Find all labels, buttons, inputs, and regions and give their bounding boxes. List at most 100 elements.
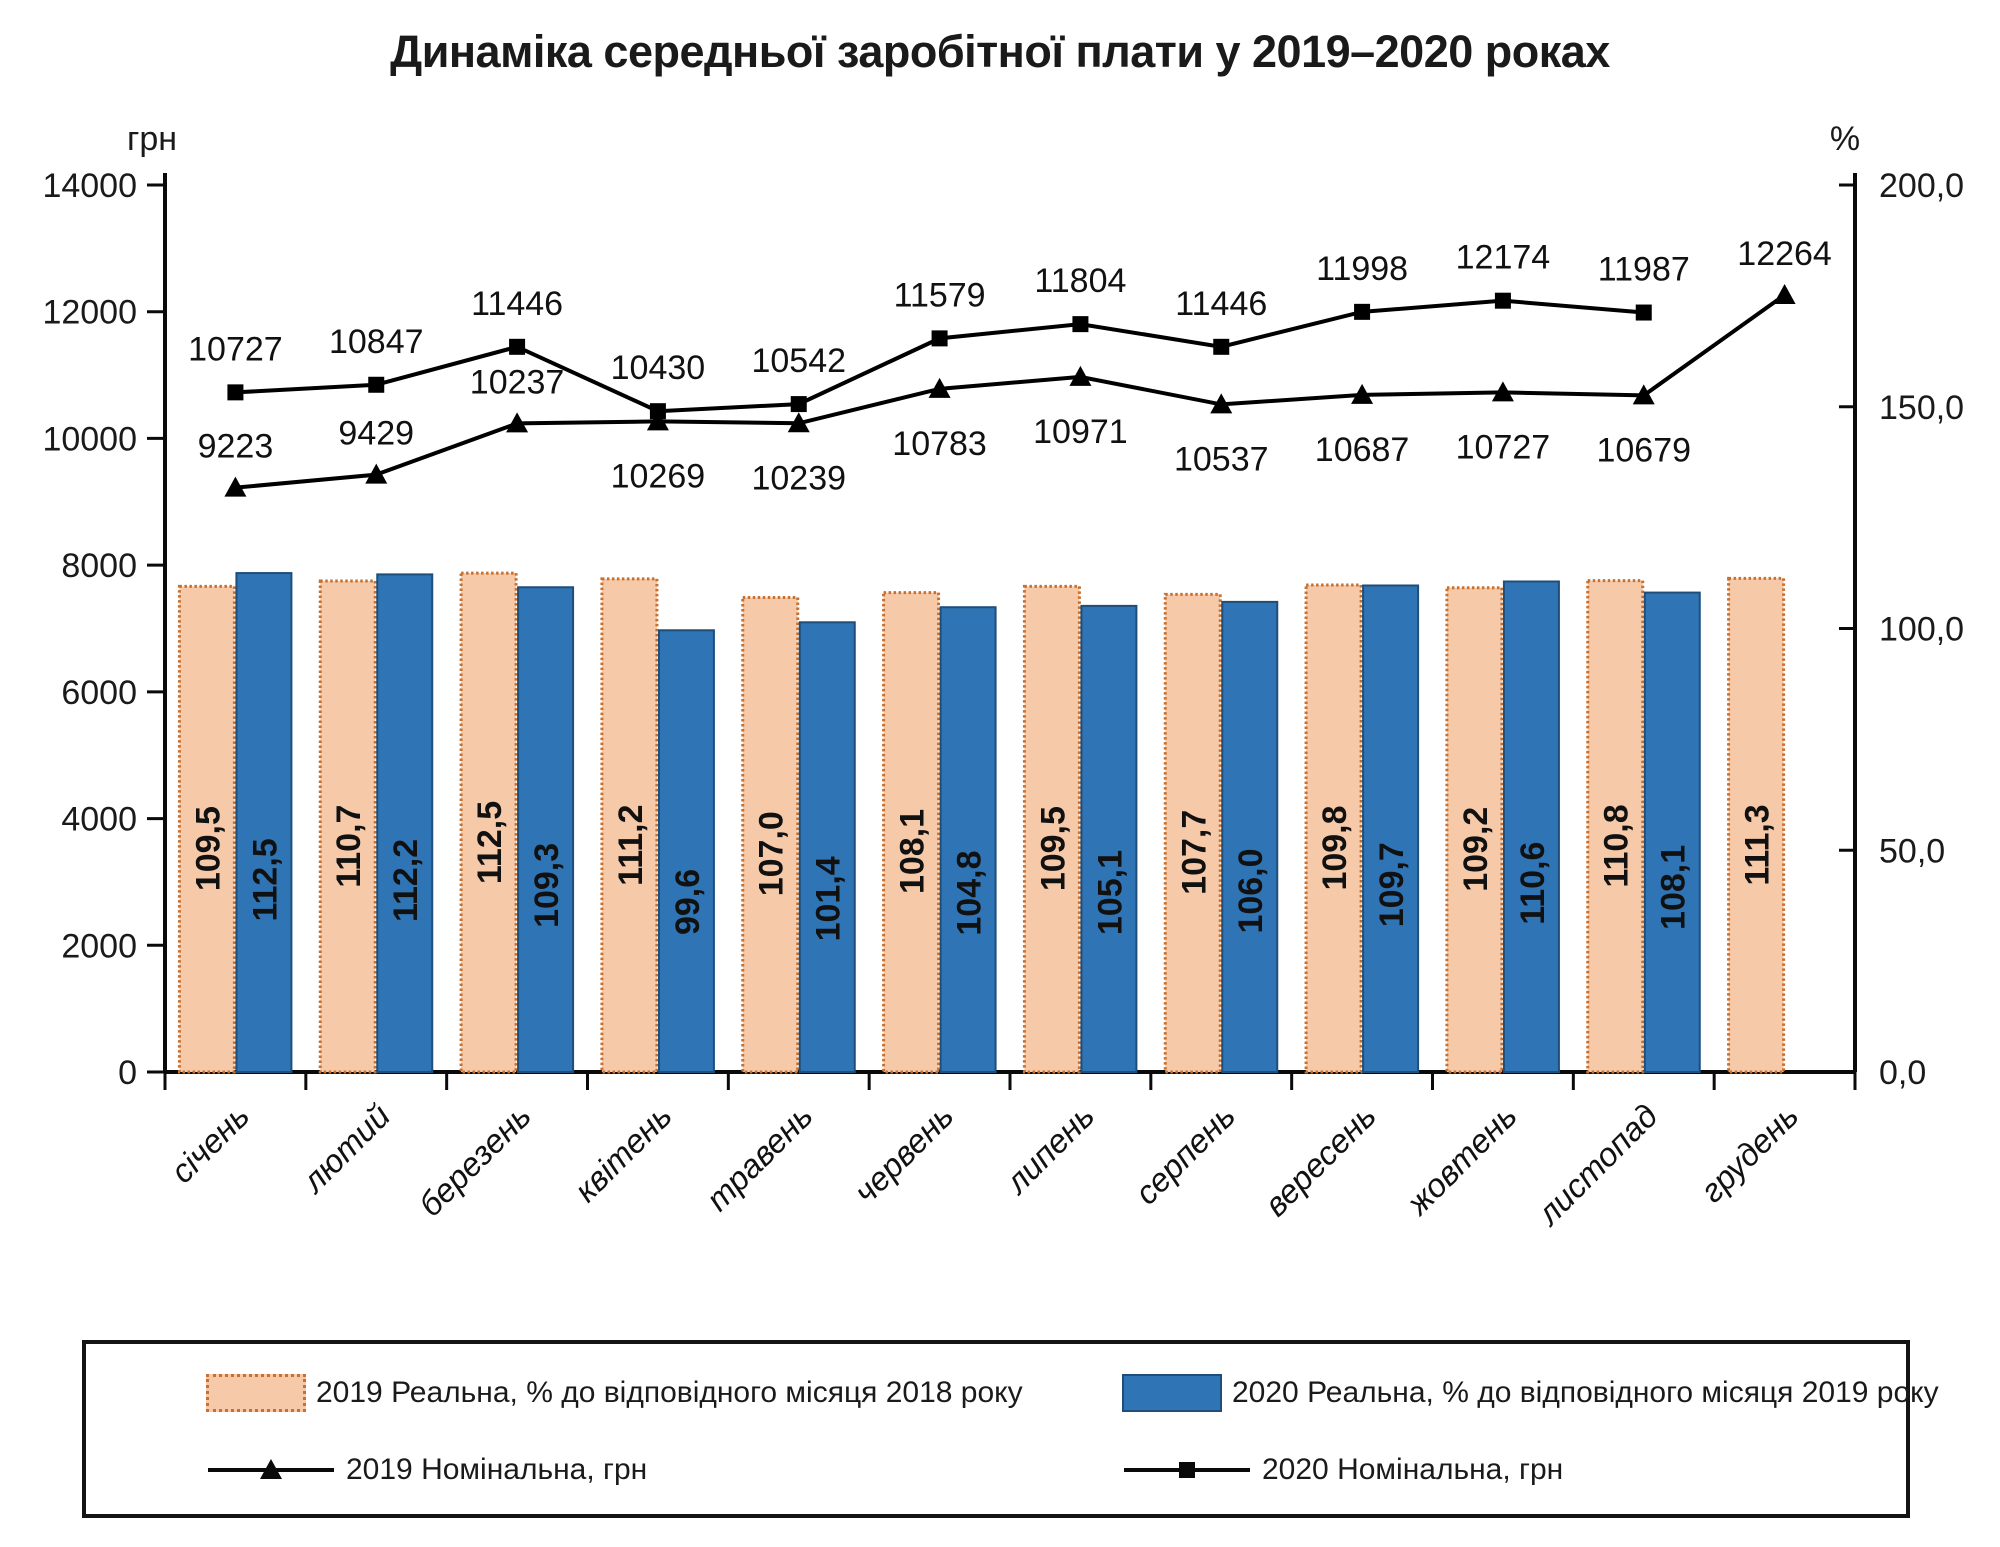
point-value-label: 9223 [198,428,274,466]
point-value-label: 10269 [611,457,706,495]
legend-label-2020-nominal: 2020 Номінальна, грн [1262,1453,1564,1486]
point-value-label: 11446 [471,285,563,323]
bar-value-label: 99,6 [669,869,707,935]
line-2019-nominal: 9223 9429 10237 10269 10239 10783 10971 10537 10… [198,235,1832,497]
left-axis-tick-label: 6000 [61,674,137,712]
bar-value-label: 109,7 [1373,842,1411,927]
point-value-label: 12264 [1737,235,1832,273]
point-value-label: 10727 [188,330,283,368]
left-axis-tick-label: 12000 [42,294,137,332]
month-label: червень [847,1097,961,1211]
bar-value-label: 105,1 [1091,850,1129,935]
bar [1080,604,1138,1073]
bar [177,584,236,1074]
legend-label-2020-real: 2020 Реальна, % до відповідного місяця 2… [1232,1376,1939,1409]
left-axis-tick-label: 8000 [61,547,137,585]
bar-value-label: 104,8 [951,851,989,936]
point-value-label: 10542 [751,342,846,380]
bars-2020-real: 112,5 112,2 109,3 99,6 101,4 104,8 105,1 106,0 1… [235,572,1701,1074]
x-axis-labels: січень лютий березень квітень травень червень… [163,1097,1805,1233]
bar-value-label: 110,8 [1598,804,1636,887]
bar [517,586,575,1074]
point-value-label: 10537 [1174,440,1269,478]
bar-value-label: 108,1 [894,809,932,894]
triangle-marker-icon [1632,384,1655,405]
line-2020-nominal: 10727 10847 11446 10430 10542 11579 11804 11446… [188,239,1690,420]
point-value-label: 10783 [892,425,987,463]
bar [657,629,715,1073]
point-value-label: 11998 [1316,250,1408,288]
bar-value-label: 101,4 [810,856,848,941]
legend-item-2019-nominal: 2019 Номінальна, грн [206,1452,647,1488]
bar-value-label: 109,3 [528,843,566,928]
bar [1445,586,1504,1074]
bar-value-label: 112,2 [387,839,425,922]
square-marker-icon [227,384,244,401]
right-axis-tick-label: 200,0 [1879,167,1964,205]
point-value-label: 11987 [1598,251,1690,289]
bar-value-label: 109,5 [1034,806,1072,891]
point-value-label: 10727 [1456,428,1551,466]
bar [600,577,659,1074]
triangle-marker-icon [1069,365,1092,386]
axes: 0 2000 4000 6000 8000 10000 12000 14000 0,0 50,0 1… [42,120,1964,1092]
bar-value-label: 110,7 [330,805,368,888]
bar [459,571,518,1074]
month-label: грудень [1693,1097,1806,1210]
point-value-label: 10430 [611,349,706,387]
triangle-marker-icon [506,412,529,433]
legend-line-triangle-icon [208,1459,334,1479]
square-marker-icon [1354,303,1371,320]
bar-value-label: 112,5 [246,838,284,921]
square-marker-icon [509,338,526,355]
point-value-label: 10971 [1033,413,1128,451]
chart-title: Динаміка середньої заробітної плати у 20… [390,26,1610,77]
legend-line-square-icon [1124,1462,1250,1478]
legend-item-2019-real: 2019 Реальна, % до відповідного місяця 2… [206,1374,1023,1412]
bar [1727,576,1786,1074]
bar-value-label: 108,1 [1655,845,1693,930]
right-axis-tick-label: 100,0 [1879,611,1964,649]
month-label: липень [997,1097,1102,1202]
bar [235,572,293,1073]
point-value-label: 10239 [751,459,846,497]
legend-item-2020-real: 2020 Реальна, % до відповідного місяця 2… [1122,1374,1939,1412]
right-axis-tick-label: 0,0 [1879,1054,1926,1092]
square-marker-icon [1072,316,1089,333]
bar-value-label: 111,3 [1739,804,1777,885]
right-axis-tick-label: 150,0 [1879,389,1964,427]
month-label: вересень [1257,1097,1383,1223]
month-label: квітень [567,1097,679,1209]
bars-2019-real: 109,5 110,7 112,5 111,2 107,0 108,1 109,5 107,7… [177,571,1786,1074]
triangle-marker-icon [787,412,810,433]
bar-value-label: 110,6 [1514,842,1552,925]
bar [1221,600,1279,1073]
left-axis-tick-label: 4000 [61,801,137,839]
bar-value-label: 109,5 [189,806,227,891]
legend-label-2019-nominal: 2019 Номінальна, грн [346,1453,648,1486]
bar [798,621,856,1074]
left-axis-tick-label: 10000 [42,420,137,458]
legend-item-2020-nominal: 2020 Номінальна, грн [1122,1452,1563,1488]
point-value-label: 11579 [894,276,986,314]
bar-value-label: 107,0 [753,811,791,896]
bar [741,595,800,1074]
bar [1643,591,1701,1073]
triangle-marker-icon [1773,283,1796,304]
square-marker-icon [790,396,807,413]
bar-value-label: 109,8 [1316,805,1354,890]
square-marker-icon [1213,338,1230,355]
left-axis-tick-label: 0 [118,1054,137,1092]
month-label: лютий [294,1097,398,1201]
square-marker-icon [368,376,385,393]
bar-value-label: 106,0 [1232,848,1270,933]
square-marker-icon [1635,304,1652,321]
point-value-label: 12174 [1456,239,1551,277]
month-label: травень [699,1097,820,1218]
triangle-marker-icon [224,476,247,497]
month-label: січень [163,1097,256,1190]
point-value-label: 9429 [338,415,414,453]
point-value-label: 10679 [1596,431,1691,469]
